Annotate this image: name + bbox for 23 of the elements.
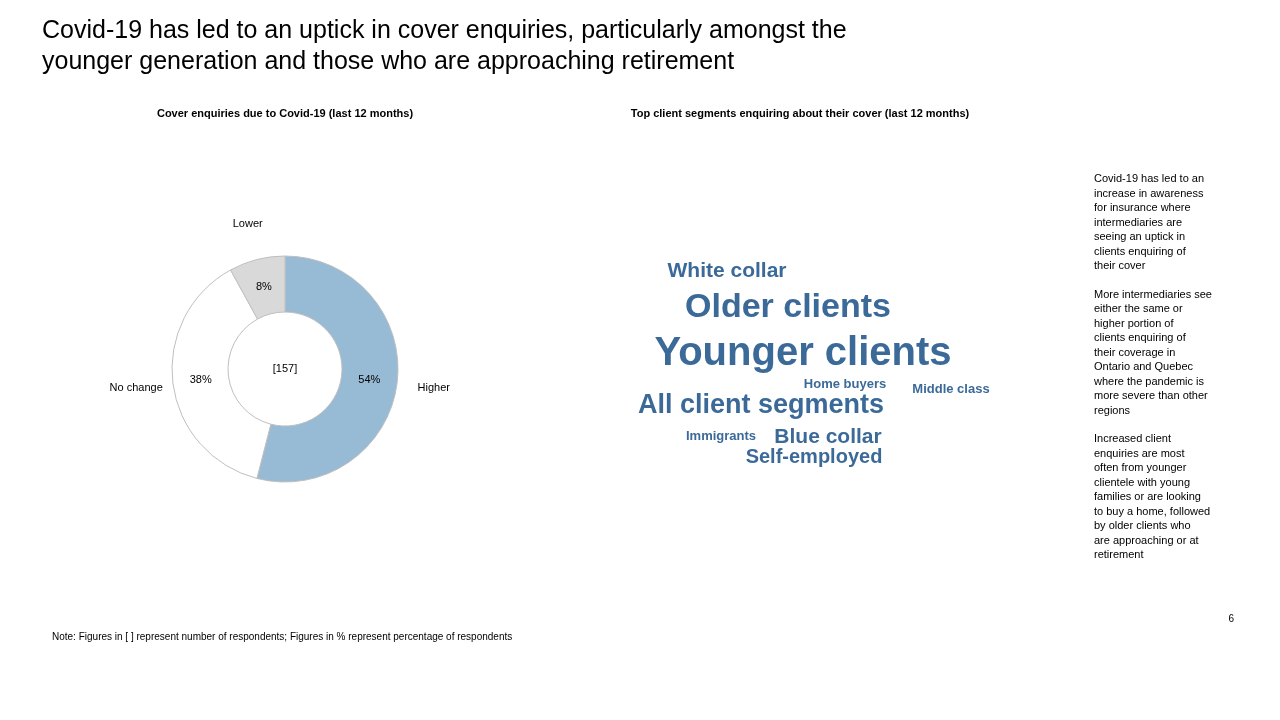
text: Note: Figures in [ ] represent number of respondents; Figures in % represent percentage of respondents [52,631,513,642]
chart-title: Cover enquiries due to Covid-19 (last 12 months) [156,107,414,119]
slice-label: Lower [232,216,264,229]
text: Covid-19 has led to an uptick in cover enquiries, particularly amongst the younger generation and those who are approaching retirement [42,15,847,74]
data-label: 8% [255,279,273,292]
text: Top client segments enquiring about their cover (last 12 months) [630,107,970,119]
text: Covid-19 has led to an increase in awareness for insurance where intermediaries are seeing an uptick in clients enquiring of their cover [1094,172,1205,271]
text: Immigrants [685,428,757,443]
text: Increased client enquiries are most often from younger clientele with young families or are looking to buy a home, followed by older clients who are approaching or at retirement [1094,432,1211,560]
data-label: 38% [189,372,212,385]
text: White collar [667,258,787,281]
text: [157] [272,362,298,374]
text: Older clients [685,286,891,324]
text: Middle class [912,381,990,396]
text: 6 [1228,613,1235,624]
text: Home buyers [803,376,887,391]
slice-label: No change [109,380,163,393]
text: Blue collar [774,424,882,447]
text: More intermediaries see either the same or higher portion of clients enquiring of their coverage in Ontario and Quebec where the pandemic is more severe than other regions [1094,287,1212,416]
data-label: 54% [358,372,381,385]
text: Self-employed [745,445,883,467]
text: Younger clients [654,329,952,373]
slice-label: Higher [417,380,451,393]
